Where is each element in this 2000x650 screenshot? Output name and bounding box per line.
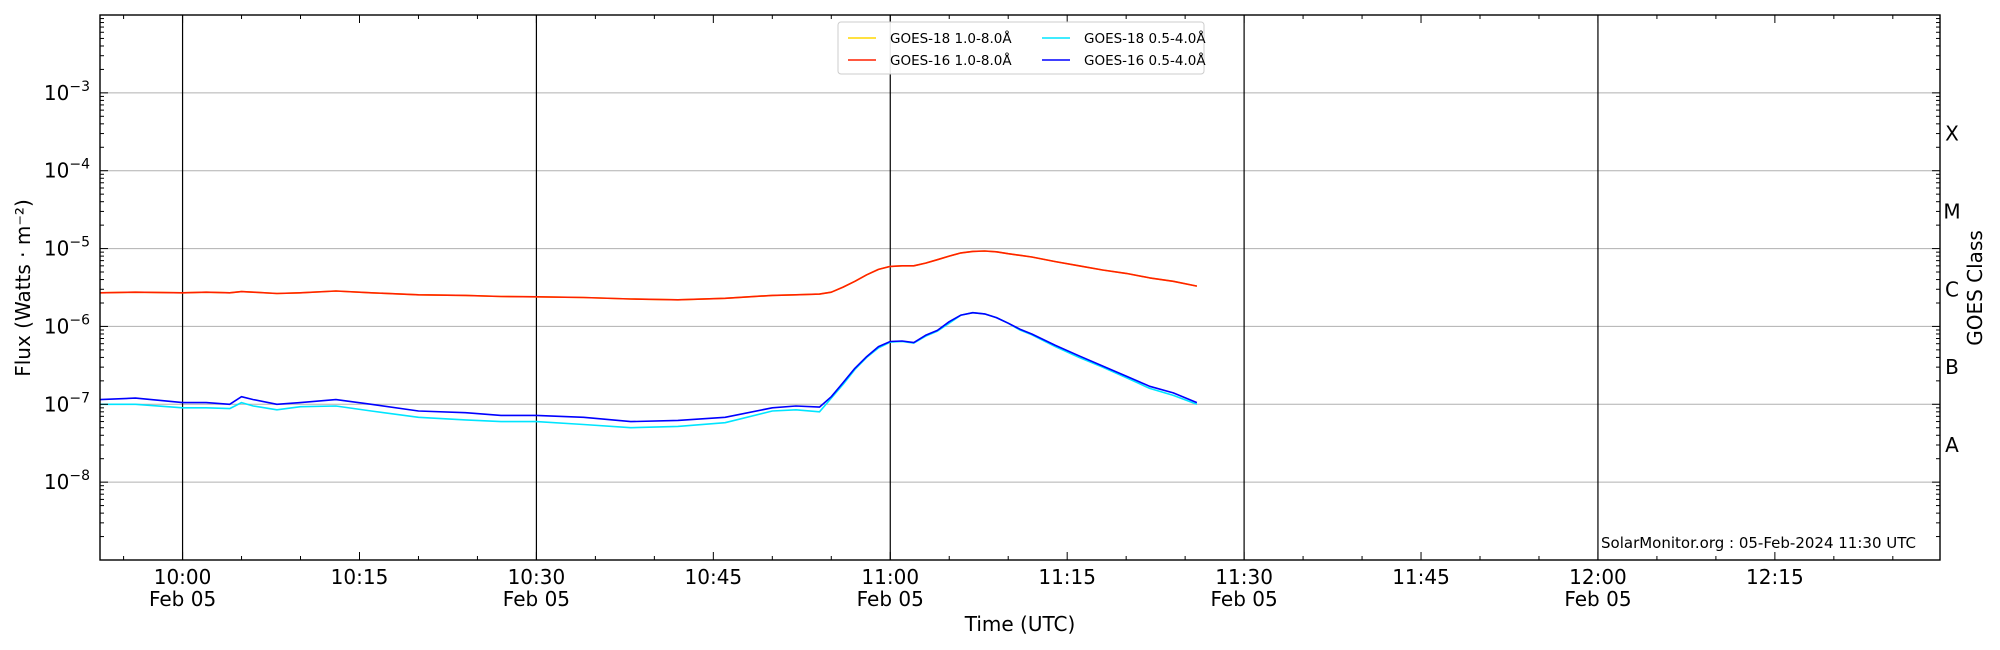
- flux-series: [99, 250, 1198, 429]
- y-tick-label: 10−5: [44, 235, 90, 261]
- plot-frame: [99, 14, 1941, 561]
- y-axis-title: Flux (Watts · m⁻²): [11, 199, 35, 377]
- x-tick-label: 11:00: [861, 565, 919, 589]
- legend-label: GOES-16 1.0-8.0Å: [890, 52, 1012, 69]
- goes-class-label: A: [1945, 433, 1959, 457]
- y-tick-label: 10−3: [44, 79, 90, 105]
- vertical-day-markers: [181, 15, 1599, 560]
- y-tick-label: 10−4: [44, 157, 90, 183]
- series-line: [100, 311, 1198, 429]
- x-tick-label: 10:15: [331, 565, 389, 589]
- x-tick-sublabel: Feb 05: [149, 587, 216, 611]
- x-axis-title: Time (UTC): [964, 612, 1076, 636]
- legend-label: GOES-18 1.0-8.0Å: [890, 30, 1012, 47]
- series-line: [99, 311, 1198, 423]
- legend-box: [837, 21, 1205, 75]
- x-tick-label: 12:00: [1569, 565, 1627, 589]
- x-tick-label: 10:30: [508, 565, 566, 589]
- axis-ticks: [100, 15, 1940, 561]
- series-line: [99, 250, 1198, 301]
- x-tick-label: 10:00: [154, 565, 212, 589]
- x-tick-sublabel: Feb 05: [503, 587, 570, 611]
- goes-class-label: X: [1945, 122, 1959, 146]
- x-tick-label: 10:45: [685, 565, 743, 589]
- x-tick-label: 12:15: [1746, 565, 1804, 589]
- legend-label: GOES-16 0.5-4.0Å: [1084, 52, 1206, 69]
- x-tick-sublabel: Feb 05: [1210, 587, 1277, 611]
- x-tick-sublabel: Feb 05: [857, 587, 924, 611]
- y-tick-label: 10−7: [44, 390, 90, 416]
- goes-class-label: C: [1945, 277, 1959, 301]
- x-tick-label: 11:45: [1392, 565, 1450, 589]
- y-tick-label: 10−6: [44, 312, 90, 338]
- y-axis-right-title: GOES Class: [1963, 230, 1987, 346]
- footer-credit: SolarMonitor.org : 05-Feb-2024 11:30 UTC: [1601, 534, 1916, 552]
- grid-lines: [100, 92, 1940, 483]
- goes-class-label: M: [1943, 199, 1960, 223]
- y-tick-label: 10−8: [44, 468, 90, 494]
- x-tick-sublabel: Feb 05: [1564, 587, 1631, 611]
- legend: GOES-18 1.0-8.0Å GOES-16 1.0-8.0Å GOES-18 …: [837, 21, 1206, 75]
- x-tick-label: 11:30: [1215, 565, 1273, 589]
- x-tick-label: 11:15: [1038, 565, 1096, 589]
- goes-class-label: B: [1945, 355, 1959, 379]
- legend-label: GOES-18 0.5-4.0Å: [1084, 30, 1206, 47]
